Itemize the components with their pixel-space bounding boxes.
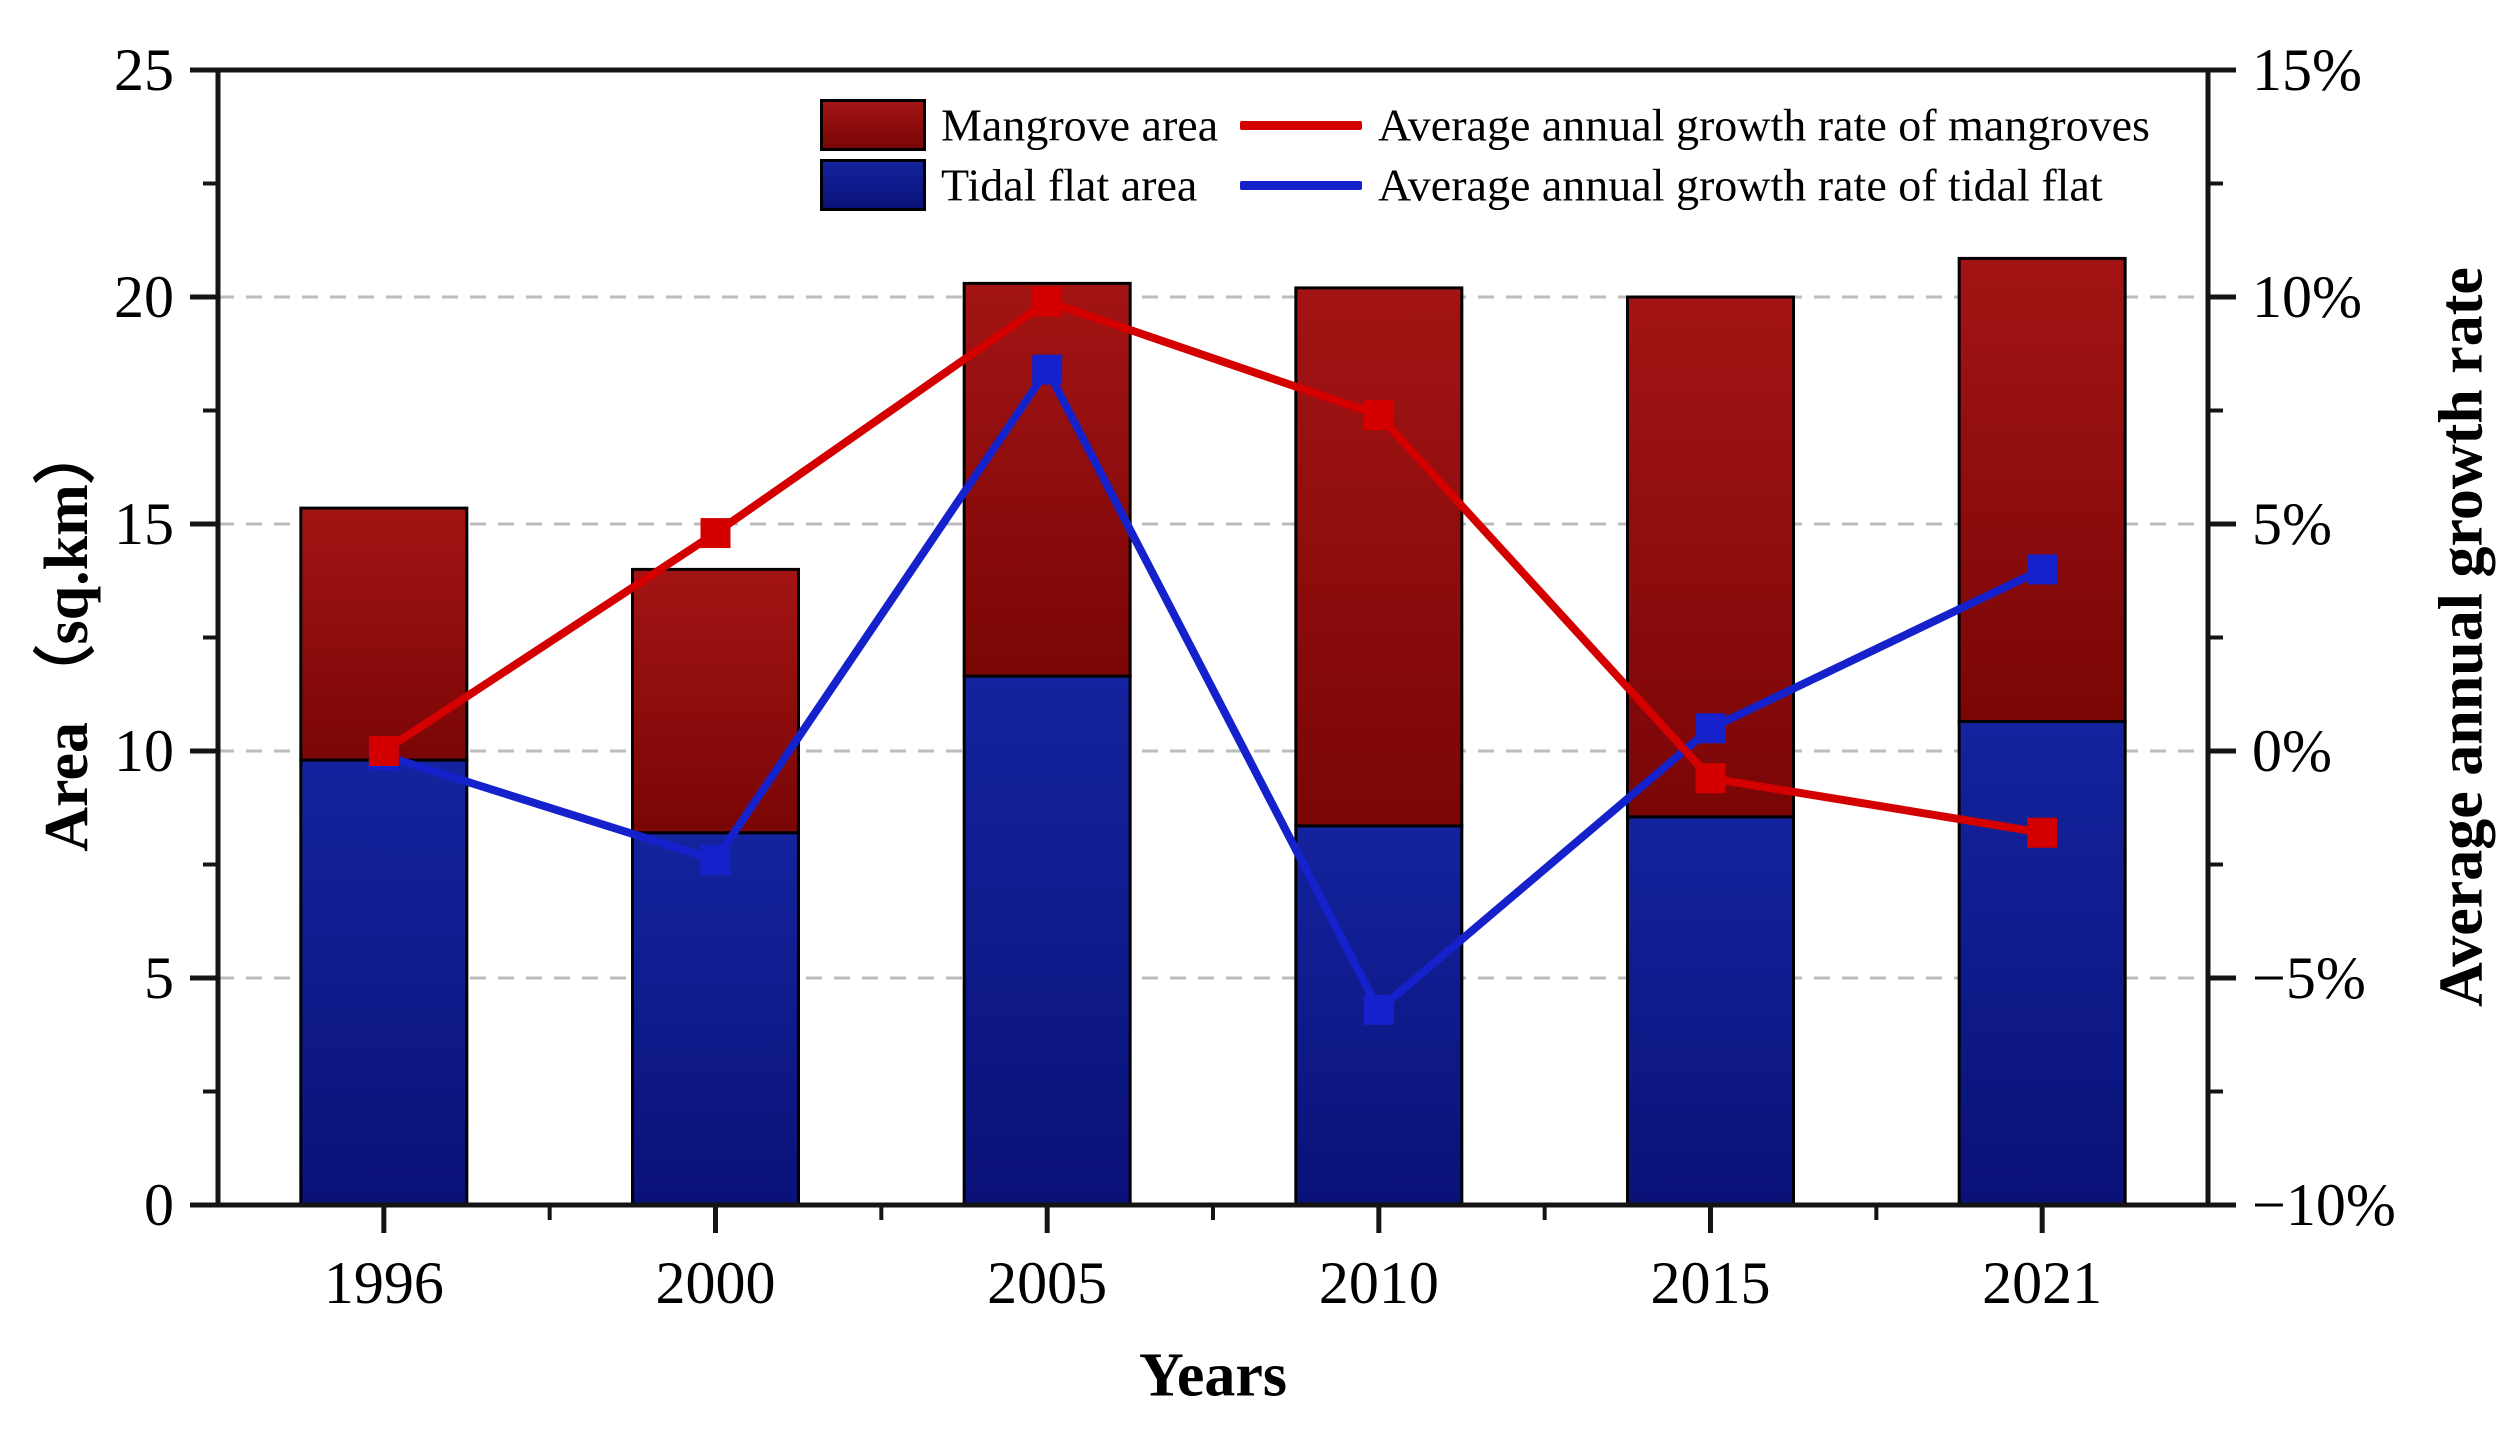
marker-tidal-flat-2021 bbox=[2027, 554, 2058, 585]
legend-label-tidal-flat-area: Tidal flat area bbox=[941, 159, 1198, 211]
bar-tidal-flat-2000 bbox=[631, 831, 800, 1207]
left-tick-label: 5 bbox=[144, 945, 174, 1011]
legend-swatch-tidal-flat-area bbox=[820, 159, 926, 211]
legend-label-tidal-flat-growth: Average annual growth rate of tidal flat bbox=[1378, 159, 2103, 211]
marker-mangroves-2010 bbox=[1363, 400, 1394, 431]
marker-mangroves-2021 bbox=[2027, 817, 2058, 848]
x-tick-label: 2005 bbox=[987, 1250, 1107, 1316]
marker-mangroves-2005 bbox=[1032, 286, 1063, 317]
bar-mangrove-2010 bbox=[1294, 286, 1464, 828]
left-tick-label: 25 bbox=[114, 37, 174, 103]
legend-label-mangrove-area: Mangrove area bbox=[941, 99, 1219, 151]
marker-tidal-flat-2010 bbox=[1363, 994, 1394, 1025]
left-tick-label: 10 bbox=[114, 718, 174, 784]
growth-line-tidal-flat bbox=[382, 365, 2044, 1014]
marker-mangroves-1996 bbox=[368, 736, 399, 766]
right-tick-label: −5% bbox=[2252, 945, 2366, 1011]
marker-tidal-flat-2005 bbox=[1032, 354, 1063, 385]
growth-line-mangroves bbox=[381, 297, 2043, 837]
marker-mangroves-2000 bbox=[700, 518, 731, 549]
legend-label-mangrove-growth: Average annual growth rate of mangroves bbox=[1378, 99, 2150, 151]
left-tick-label: 15 bbox=[114, 491, 174, 557]
bar-mangrove-2021 bbox=[1957, 256, 2127, 723]
bar-tidal-flat-1996 bbox=[299, 758, 469, 1207]
legend-line-tidal-flat-growth bbox=[1240, 180, 1362, 190]
bar-tidal-flat-2005 bbox=[962, 674, 1132, 1207]
right-tick-label: 0% bbox=[2252, 718, 2332, 784]
right-tick-label: 5% bbox=[2252, 491, 2332, 557]
x-tick-label: 1996 bbox=[324, 1250, 444, 1316]
legend-swatch-mangrove-area bbox=[820, 99, 926, 151]
left-tick-label: 20 bbox=[114, 264, 174, 330]
bar-tidal-flat-2015 bbox=[1626, 815, 1795, 1207]
left-tick-label: 0 bbox=[144, 1172, 174, 1238]
x-tick-label: 2000 bbox=[656, 1250, 776, 1316]
legend-line-mangrove-growth bbox=[1240, 120, 1362, 130]
marker-mangroves-2015 bbox=[1695, 763, 1726, 794]
x-tick-label: 2010 bbox=[1319, 1250, 1439, 1316]
marker-tidal-flat-2000 bbox=[700, 844, 731, 875]
x-axis-title: Years bbox=[1138, 1341, 1288, 1410]
right-tick-label: −10% bbox=[2252, 1172, 2396, 1238]
x-tick-label: 2015 bbox=[1651, 1250, 1771, 1316]
x-tick-label: 2021 bbox=[1982, 1250, 2102, 1316]
right-tick-label: 15% bbox=[2252, 37, 2362, 103]
marker-tidal-flat-2015 bbox=[1695, 713, 1726, 744]
bar-mangrove-2000 bbox=[631, 567, 800, 835]
right-tick-label: 10% bbox=[2252, 264, 2362, 330]
bar-tidal-flat-2021 bbox=[1957, 719, 2127, 1207]
